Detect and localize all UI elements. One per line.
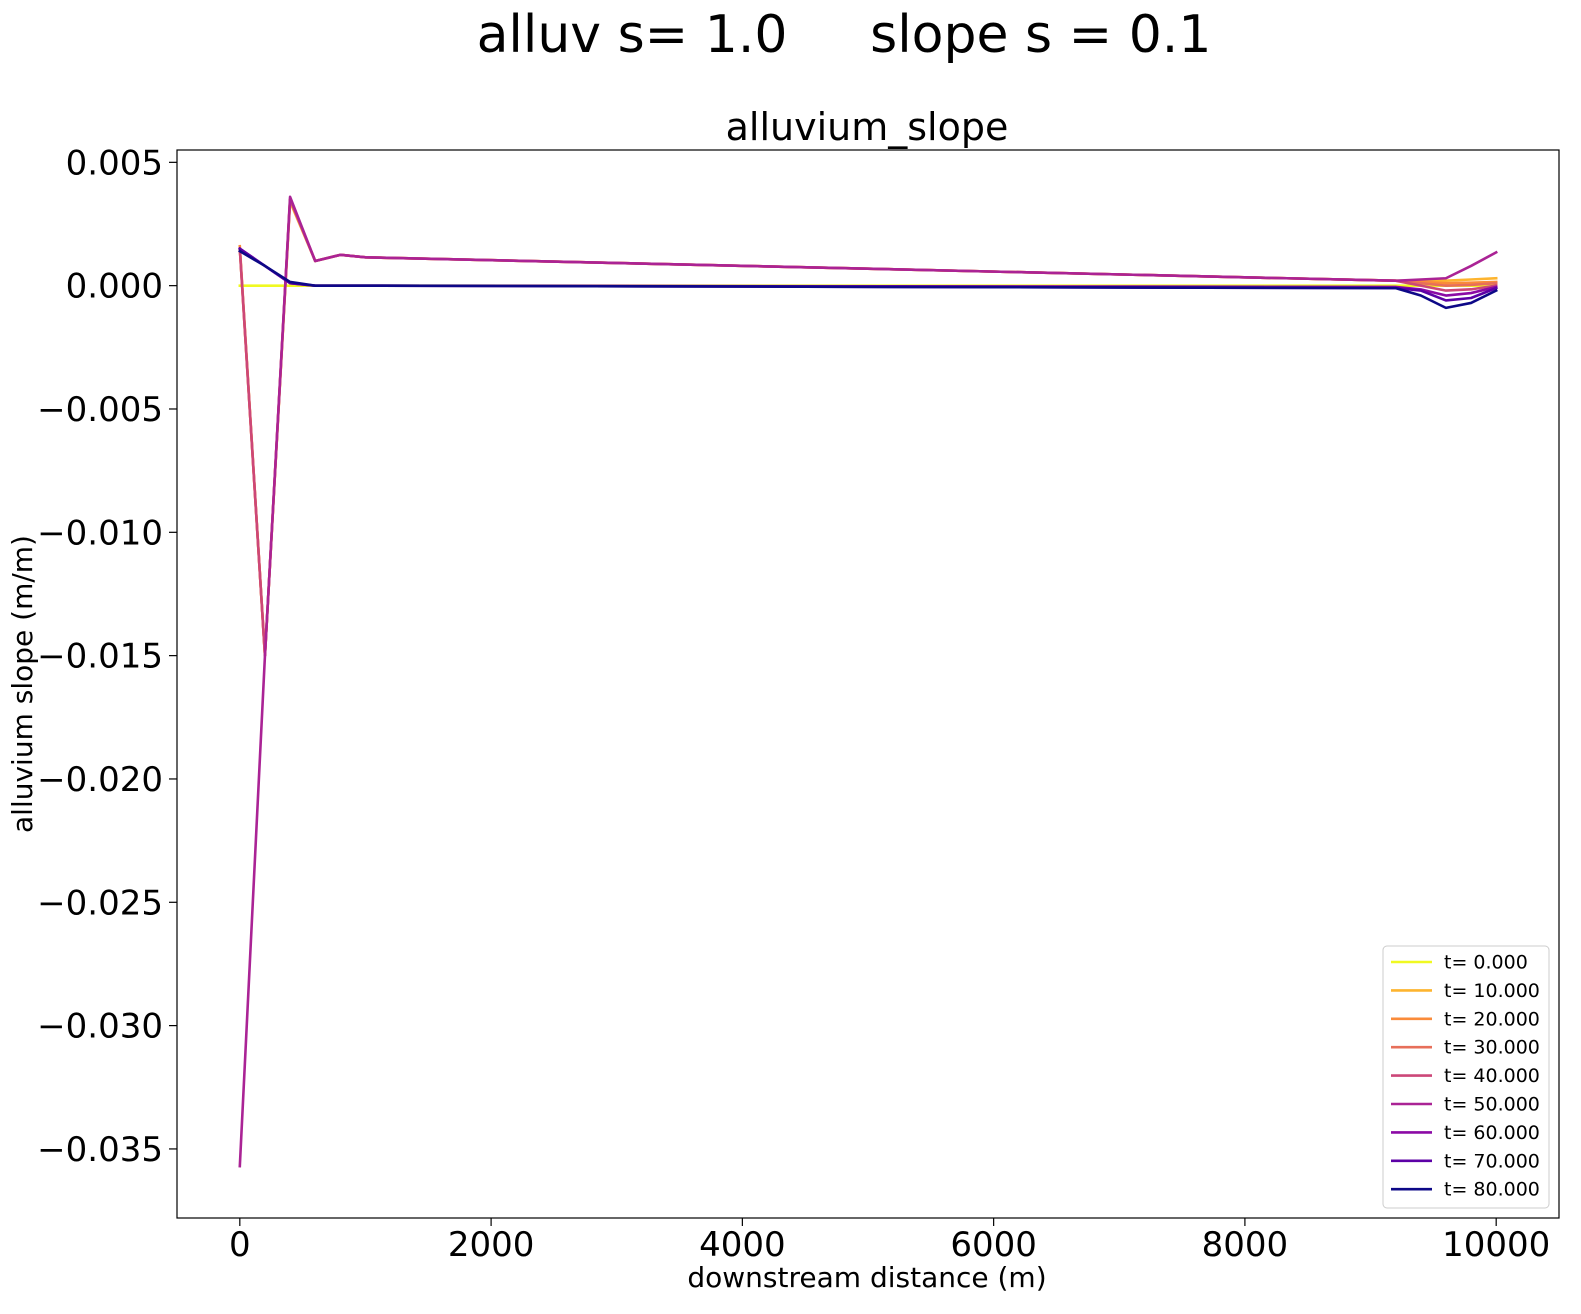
x-tick-label: 4000	[699, 1225, 786, 1265]
legend-box	[1382, 945, 1550, 1209]
series-line-5	[238, 195, 1498, 1168]
axes-frame	[176, 149, 1560, 1219]
y-tick-label: −0.015	[37, 637, 163, 677]
legend-label-5: t= 50.000	[1444, 1094, 1540, 1116]
legend-label-7: t= 70.000	[1444, 1150, 1540, 1172]
y-tick-label: −0.005	[37, 390, 163, 430]
x-tick-label: 0	[229, 1225, 251, 1265]
y-tick-label: −0.020	[37, 760, 163, 800]
x-axis-label: downstream distance (m)	[687, 1261, 1046, 1294]
chart-title: alluvium_slope	[726, 105, 1009, 149]
x-tick-label: 2000	[448, 1225, 535, 1265]
plot-area	[176, 149, 1560, 1219]
x-tick-label: 8000	[1202, 1225, 1289, 1265]
figure-suptitle: alluv s= 1.0 slope s = 0.1	[477, 5, 1212, 65]
legend-label-2: t= 20.000	[1444, 1008, 1540, 1030]
x-axis-ticks: 0 2000 4000 6000 8000 10000	[229, 1218, 1550, 1265]
y-axis-label: alluvium slope (m/m)	[6, 535, 39, 833]
x-tick-label: 10000	[1442, 1225, 1550, 1265]
x-tick-label: 6000	[950, 1225, 1037, 1265]
series-line-8	[238, 249, 1498, 310]
y-tick-label: −0.025	[37, 883, 163, 923]
y-tick-label: 0.000	[66, 267, 163, 307]
series-layer	[238, 195, 1498, 1168]
legend-label-1: t= 10.000	[1444, 980, 1540, 1002]
y-tick-label: 0.005	[66, 143, 163, 183]
legend: t= 0.000 t= 10.000 t= 20.000 t= 30.000 t= 40…	[1382, 945, 1550, 1209]
legend-label-6: t= 60.000	[1444, 1122, 1540, 1144]
legend-label-0: t= 0.000	[1444, 952, 1528, 974]
y-tick-label: −0.030	[37, 1007, 163, 1047]
y-tick-label: −0.035	[37, 1130, 163, 1170]
y-tick-label: −0.010	[37, 513, 163, 553]
legend-label-4: t= 40.000	[1444, 1065, 1540, 1087]
legend-label-8: t= 80.000	[1444, 1179, 1540, 1201]
legend-items: t= 0.000 t= 10.000 t= 20.000 t= 30.000 t= 40…	[1391, 952, 1540, 1201]
y-axis-ticks: 0.005 0.000 −0.005 −0.010 −0.015 −0.020 −0.025…	[37, 143, 177, 1170]
legend-label-3: t= 30.000	[1444, 1037, 1540, 1059]
